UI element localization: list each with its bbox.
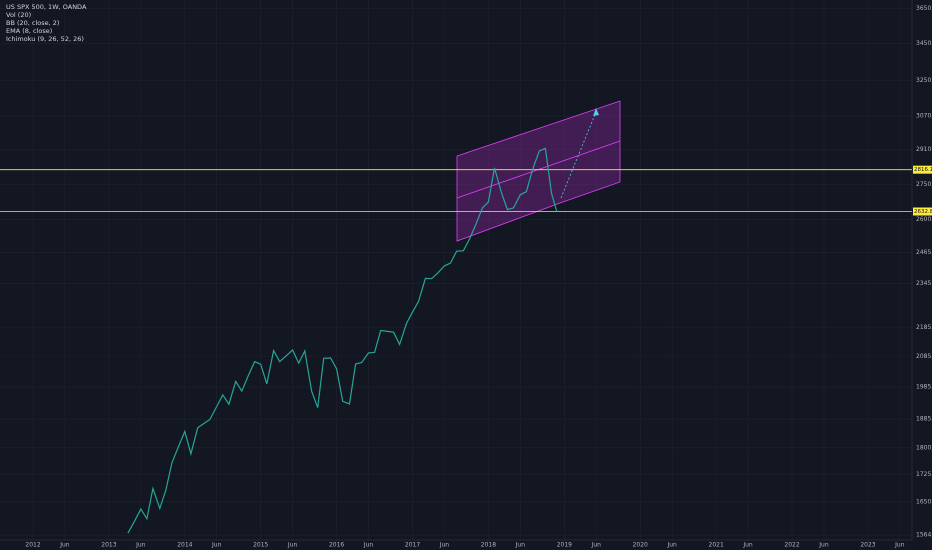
x-tick-label: 2023 — [860, 542, 875, 549]
axes: 3650.0 3450.0 3250.0 3070.0 2910.0 2750.0 2600… — [25, 5, 932, 549]
x-tick-label: Jun — [515, 542, 526, 549]
indicator: Ichimoku (9, 26, 52, 26) — [6, 35, 84, 43]
x-tick-label: 2019 — [557, 542, 572, 549]
x-tick-label: 2020 — [633, 542, 648, 549]
x-tick-label: Jun — [894, 542, 905, 549]
y-tick-label: 2185.0 — [916, 324, 932, 331]
indicator: Vol (20) — [6, 11, 31, 19]
parallel-channel — [456, 100, 621, 242]
grid — [0, 0, 912, 540]
x-tick-label: Jun — [211, 542, 222, 549]
x-tick-label: 2012 — [25, 542, 40, 549]
plot — [0, 147, 912, 534]
projection-arrow — [560, 111, 597, 199]
x-tick-label: Jun — [135, 542, 146, 549]
level-label-box — [913, 165, 932, 174]
y-tick-label: 1800.0 — [916, 444, 932, 451]
y-tick-label: 3650.0 — [916, 5, 932, 12]
y-tick-label: 2910.0 — [916, 146, 932, 153]
y-tick-label: 1885.0 — [916, 416, 932, 423]
y-tick-label: 1564.0 — [916, 532, 932, 539]
y-tick-label: 3070.0 — [916, 113, 932, 120]
price-line — [127, 147, 558, 534]
x-tick-label: Jun — [59, 542, 70, 549]
x-tick-label: Jun — [363, 542, 374, 549]
x-tick-label: 2014 — [177, 542, 192, 549]
x-tick-label: Jun — [287, 542, 298, 549]
level-label-box — [913, 207, 932, 216]
level-label: 2816.1 — [914, 167, 932, 173]
arrow-head — [593, 108, 599, 116]
y-tick-label: 3450.0 — [916, 40, 932, 47]
y-tick-label: 2750.0 — [916, 181, 932, 188]
indicator: EMA (8, close) — [6, 27, 52, 35]
symbol-title: US SPX 500, 1W, OANDA — [6, 3, 87, 11]
x-tick-label: Jun — [818, 542, 829, 549]
y-tick-label: 1650.0 — [916, 498, 932, 505]
x-tick-label: Jun — [666, 542, 677, 549]
level-label: 2632.8 — [914, 209, 932, 215]
x-tick-label: Jun — [591, 542, 602, 549]
y-tick-label: 3250.0 — [916, 77, 932, 84]
y-tick-label: 1985.0 — [916, 384, 932, 391]
y-tick-label: 2085.0 — [916, 353, 932, 360]
legend: US SPX 500, 1W, OANDA Vol (20) BB (20, c… — [6, 3, 87, 43]
x-tick-label: 2015 — [253, 542, 268, 549]
y-tick-label: 2600.0 — [916, 216, 932, 223]
x-tick-label: Jun — [439, 542, 450, 549]
x-tick-label: 2017 — [405, 542, 420, 549]
indicator: BB (20, close, 2) — [6, 19, 59, 27]
x-tick-label: 2013 — [101, 542, 116, 549]
y-tick-label: 1725.0 — [916, 471, 932, 478]
y-tick-label: 2345.0 — [916, 280, 932, 287]
x-tick-label: 2021 — [709, 542, 724, 549]
x-tick-label: 2022 — [784, 542, 799, 549]
x-tick-label: 2018 — [481, 542, 496, 549]
x-tick-label: Jun — [742, 542, 753, 549]
y-tick-label: 2465.0 — [916, 249, 932, 256]
x-tick-label: 2016 — [329, 542, 344, 549]
